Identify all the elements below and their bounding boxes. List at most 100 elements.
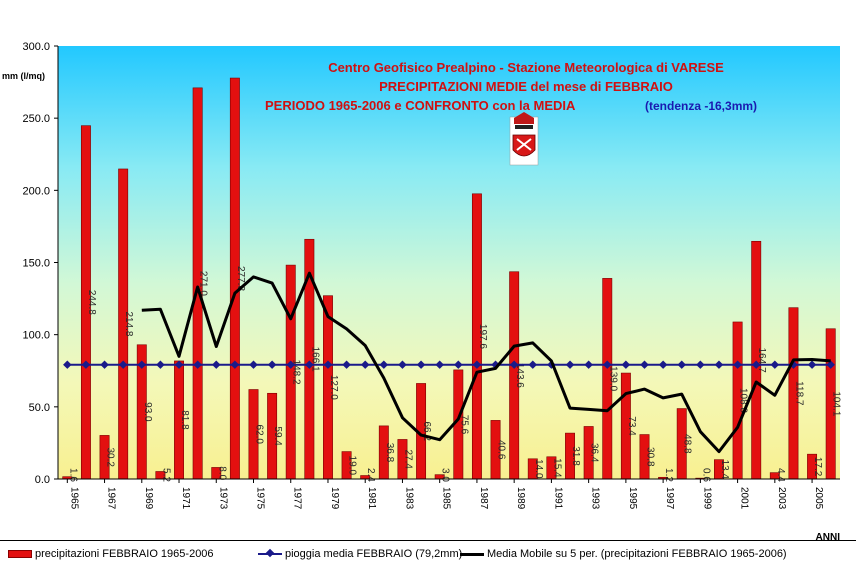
mean-marker-1994 [603, 360, 612, 369]
bar-label-1995: 73.4 [626, 416, 637, 436]
x-tick-label-1975: 1975 [255, 487, 266, 510]
legend-moving-swatch [460, 552, 484, 556]
mean-marker-1997 [658, 360, 668, 369]
bar-label-1999: 0.6 [700, 468, 711, 482]
x-tick-label-2001: 2001 [739, 487, 750, 510]
mean-marker-1966 [81, 360, 91, 369]
legend-item-precipitation: precipitazioni FEBBRAIO 1965-2006 [8, 548, 214, 560]
mean-marker-1982 [379, 360, 389, 369]
mean-marker-1967 [100, 360, 109, 369]
y-tick-label: 200.0 [22, 185, 50, 197]
bar-label-1992: 31.8 [570, 446, 581, 466]
mean-marker-1976 [267, 360, 277, 369]
x-tick-label-1973: 1973 [217, 487, 228, 510]
bar-label-1966: 244.8 [86, 290, 97, 315]
legend-label-mean: pioggia media FEBBRAIO (79,2mm) [285, 548, 463, 560]
bar-label-1997: 1.2 [663, 468, 674, 482]
x-tick-label-1987: 1987 [478, 487, 489, 510]
mean-marker-1996 [640, 360, 649, 369]
x-tick-label-1995: 1995 [627, 487, 638, 510]
bar-label-1972: 271.0 [198, 271, 209, 296]
mean-marker-1992 [565, 360, 575, 369]
bar-label-1984: 66.2 [421, 421, 432, 441]
plot-area-background [58, 46, 840, 479]
bar-label-2005: 17.2 [812, 457, 823, 477]
x-axis-label: ANNI [816, 532, 841, 540]
x-tick-label-1999: 1999 [701, 487, 712, 510]
bar-label-1978: 166.1 [309, 347, 320, 372]
x-tick-label-1965: 1965 [68, 487, 79, 510]
mean-marker-2002 [751, 360, 761, 369]
mean-marker-1965 [63, 360, 72, 369]
bar-label-2003: 4.4 [775, 468, 786, 482]
y-tick-label: 150.0 [22, 258, 50, 270]
x-tick-label-2005: 2005 [813, 487, 824, 510]
bar-label-2000: 13.4 [719, 460, 730, 480]
mean-marker-1975 [249, 360, 258, 369]
y-tick-label: 100.0 [22, 330, 50, 342]
x-tick-label-1985: 1985 [441, 487, 452, 510]
mean-marker-1981 [360, 360, 370, 369]
bar-label-1986: 75.6 [458, 415, 469, 435]
bar-label-1996: 30.8 [645, 447, 656, 467]
mean-marker-1984 [416, 360, 426, 369]
mean-marker-1995 [621, 360, 631, 369]
bar-label-1990: 14.0 [533, 459, 544, 479]
bar-label-1971: 81.8 [179, 410, 190, 430]
mean-marker-1980 [342, 360, 351, 369]
bar-label-1967: 30.2 [105, 447, 116, 467]
mean-marker-1970 [156, 360, 165, 369]
bar-label-1968: 214.8 [123, 311, 134, 336]
x-tick-label-1983: 1983 [403, 487, 414, 510]
bar-label-1985: 3.0 [440, 468, 451, 482]
mean-marker-1985 [435, 360, 444, 369]
mean-marker-2000 [714, 360, 724, 369]
y-tick-label: 250.0 [22, 113, 50, 125]
legend-label-moving-average: Media Mobile su 5 per. (precipitazioni F… [487, 548, 787, 560]
bar-label-2004: 118.7 [793, 381, 804, 406]
mean-marker-1972 [193, 360, 202, 369]
bar-label-1970: 5.2 [160, 468, 171, 482]
bar-label-1965: 1.6 [67, 468, 78, 482]
bar-label-1977: 148.2 [291, 360, 302, 385]
mean-marker-1999 [696, 360, 705, 369]
coat-of-arms-emblem [509, 112, 539, 166]
mean-marker-1971 [174, 360, 184, 369]
bar-label-1975: 62.0 [254, 425, 265, 445]
bar-label-1981: 2.4 [365, 468, 376, 482]
mean-marker-1968 [118, 360, 128, 369]
bar-label-1988: 40.6 [496, 440, 507, 460]
legend-item-moving-average: Media Mobile su 5 per. (precipitazioni F… [460, 548, 787, 560]
bar-label-1987: 197.6 [477, 324, 488, 349]
mean-marker-1993 [584, 360, 593, 369]
bar-label-1982: 36.8 [384, 443, 395, 463]
mean-marker-2005 [807, 360, 817, 369]
y-tick-label: 0.0 [35, 474, 50, 486]
bar-label-1998: 48.8 [682, 434, 693, 454]
mean-marker-1989 [509, 360, 519, 369]
mean-marker-1998 [677, 360, 686, 369]
x-tick-label-1977: 1977 [292, 487, 303, 510]
x-tick-label-1993: 1993 [590, 487, 601, 510]
bar-label-1991: 15.4 [551, 458, 562, 478]
bar-label-1976: 59.4 [272, 426, 283, 446]
moving-average-line [141, 271, 831, 454]
x-tick-label-1991: 1991 [552, 487, 563, 510]
chart-title-line-1: Centro Geofisico Prealpino - Stazione Me… [328, 60, 724, 75]
x-tick-label-1967: 1967 [106, 487, 117, 510]
bar-label-1993: 36.4 [589, 443, 600, 463]
legend-mean-swatch [258, 553, 282, 555]
bar-label-1989: 143.6 [514, 363, 525, 388]
chart-legend: precipitazioni FEBBRAIO 1965-2006 pioggi… [0, 540, 856, 569]
bar-label-2001: 108.8 [738, 388, 749, 413]
mean-marker-1973 [212, 360, 221, 369]
bar-label-1969: 93.0 [142, 402, 153, 422]
mean-marker-1969 [137, 360, 147, 369]
legend-item-mean: pioggia media FEBBRAIO (79,2mm) [258, 548, 462, 560]
mean-marker-2001 [733, 360, 742, 369]
bar-label-1983: 27.4 [402, 449, 413, 469]
mean-marker-1977 [286, 360, 295, 369]
bar-label-2002: 164.7 [756, 348, 767, 373]
mean-marker-1979 [323, 360, 333, 369]
